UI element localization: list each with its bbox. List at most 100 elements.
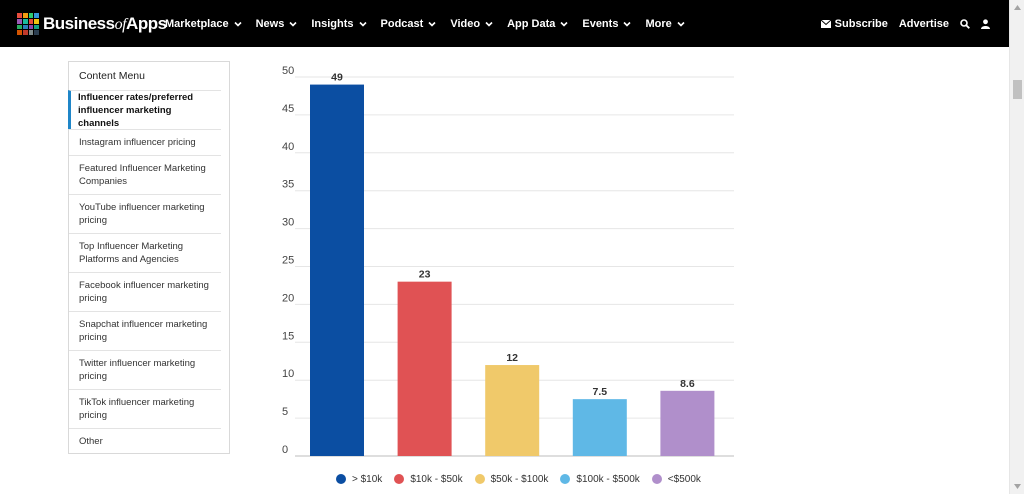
y-tick-label: 50 — [282, 65, 294, 77]
nav-item-insights[interactable]: Insights — [311, 17, 367, 30]
envelope-icon — [820, 19, 831, 28]
nav-item-app-data[interactable]: App Data — [507, 18, 568, 30]
legend-item[interactable]: $100k - $500k — [560, 473, 640, 485]
legend-swatch — [394, 474, 405, 484]
content-menu-item-label: Snapchat influencer marketing pricing — [79, 319, 208, 343]
content-menu-item-label: Twitter influencer marketing pricing — [79, 358, 196, 382]
advertise-label: Advertise — [898, 17, 949, 30]
legend-item[interactable]: $10k - $50k — [394, 473, 463, 485]
content-menu-item-label: Instagram influencer pricing — [79, 137, 196, 148]
logo-wordmark: BusinessofApps — [43, 14, 167, 33]
subscribe-link[interactable]: Subscribe — [820, 17, 888, 30]
y-tick-label: 35 — [282, 179, 294, 191]
bar[interactable] — [660, 390, 715, 456]
logo-tile — [34, 24, 39, 30]
chevron-down-icon — [677, 21, 685, 27]
content-menu-title: Content Menu — [79, 70, 145, 82]
scrollbar-thumb[interactable] — [1013, 80, 1022, 99]
content-menu-item[interactable]: Facebook influencer marketing pricing — [69, 272, 221, 311]
nav-item-podcast[interactable]: Podcast — [381, 18, 437, 30]
logo-tile — [28, 30, 34, 35]
content-menu-item[interactable]: Other — [69, 428, 221, 454]
logo-mark-icon — [17, 13, 39, 35]
logo-tile — [28, 18, 34, 24]
logo-tile — [28, 13, 34, 18]
legend-swatch — [560, 474, 571, 484]
business-of-apps-logo[interactable]: BusinessofApps — [17, 12, 167, 36]
content-menu-item-label: Featured Influencer Marketing Companies — [79, 163, 206, 187]
y-tick-label: 0 — [282, 444, 288, 456]
nav-item-video[interactable]: Video — [450, 18, 493, 30]
logo-tile — [17, 13, 22, 18]
content-menu-item[interactable]: Snapchat influencer marketing pricing — [69, 311, 221, 350]
content-menu-item[interactable]: YouTube influencer marketing pricing — [69, 194, 221, 233]
logo-tile — [22, 18, 28, 24]
content-menu-item[interactable]: Influencer rates/preferred influencer ma… — [68, 90, 221, 129]
main-nav: Marketplace News Insights Podcast Video App D… — [165, 0, 699, 47]
bar-value-label: 12 — [506, 352, 518, 364]
nav-item-more[interactable]: More — [645, 17, 685, 30]
legend-label: $10k - $50k — [410, 473, 463, 485]
y-tick-label: 20 — [282, 292, 294, 304]
legend-item[interactable]: <$500k — [651, 474, 701, 485]
logo-tile — [34, 30, 39, 35]
bar[interactable] — [310, 84, 364, 456]
y-tick-label: 5 — [282, 406, 288, 418]
legend-item[interactable]: > $10k — [336, 474, 382, 485]
utility-nav: Subscribe Advertise — [810, 0, 990, 47]
chevron-down-icon — [623, 21, 632, 27]
y-tick-label: 25 — [282, 255, 294, 267]
y-tick-label: 40 — [282, 141, 294, 153]
account-button[interactable] — [981, 18, 990, 29]
content-menu-item-label: Influencer rates/preferred influencer ma… — [78, 91, 194, 129]
chevron-down-icon — [428, 21, 436, 27]
nav-item-marketplace[interactable]: Marketplace — [165, 18, 242, 30]
vertical-scrollbar[interactable] — [1009, 0, 1024, 494]
nav-item-label: Insights — [311, 17, 354, 30]
content-menu-item-label: Other — [79, 436, 103, 447]
scroll-down-arrow-icon[interactable] — [1010, 479, 1024, 494]
bar-value-label: 49 — [331, 72, 343, 84]
subscribe-label: Subscribe — [834, 17, 888, 30]
legend-label: $50k - $100k — [490, 473, 549, 485]
content-menu-item-label: Facebook influencer marketing pricing — [79, 280, 209, 304]
legend-swatch — [336, 474, 346, 484]
bar-value-label: 8.6 — [680, 378, 695, 390]
content-menu-item-label: TikTok influencer marketing pricing — [79, 397, 195, 421]
logo-tile — [34, 18, 39, 24]
nav-item-news[interactable]: News — [256, 18, 298, 30]
scroll-up-arrow-icon[interactable] — [1010, 0, 1024, 15]
content-menu-item[interactable]: TikTok influencer marketing pricing — [69, 389, 221, 428]
chevron-down-icon — [560, 21, 568, 27]
nav-item-label: More — [645, 17, 672, 30]
y-tick-label: 30 — [282, 217, 294, 229]
legend-label: $100k - $500k — [576, 473, 640, 485]
content-menu-item[interactable]: Twitter influencer marketing pricing — [69, 350, 221, 389]
search-button[interactable] — [960, 18, 970, 29]
content-menu: Content Menu Influencer rates/preferred … — [68, 61, 230, 454]
bar-value-label: 23 — [419, 269, 431, 281]
nav-item-label: News — [255, 17, 285, 30]
content-menu-item[interactable]: Featured Influencer Marketing Companies — [69, 155, 221, 194]
chevron-down-icon — [485, 21, 493, 27]
content-menu-item-label: YouTube influencer marketing pricing — [79, 202, 205, 226]
y-tick-label: 10 — [282, 368, 294, 380]
nav-item-events[interactable]: Events — [582, 17, 632, 30]
y-tick-label: 45 — [282, 103, 294, 115]
legend-item[interactable]: $50k - $100k — [474, 473, 549, 485]
logo-tile — [34, 13, 39, 18]
bar-chart-svg: 0 5 10 15 20 25 30 35 40 45 50 49 23 12 7.5 8.6 — [282, 65, 734, 457]
content-menu-item[interactable]: Top Influencer Marketing Platforms and A… — [69, 233, 221, 272]
nav-item-label: Events — [582, 17, 619, 30]
bar[interactable] — [572, 399, 627, 456]
user-icon — [981, 18, 990, 29]
bar[interactable] — [485, 365, 540, 456]
advertise-link[interactable]: Advertise — [899, 18, 949, 30]
logo-tile — [17, 18, 22, 24]
bar-chart: 0 5 10 15 20 25 30 35 40 45 50 49 23 12 7.5 8.6 — [270, 60, 740, 492]
y-tick-label: 15 — [282, 330, 294, 342]
bar[interactable] — [397, 281, 452, 456]
logo-tile — [22, 30, 28, 35]
top-navigation-bar: BusinessofApps Marketplace News Insights Po… — [0, 0, 1009, 47]
content-menu-item[interactable]: Instagram influencer pricing — [69, 129, 221, 155]
